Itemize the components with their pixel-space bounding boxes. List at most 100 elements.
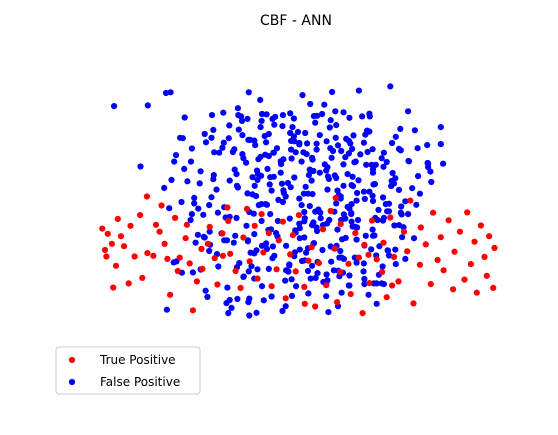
- false-positive-point-253: [319, 110, 326, 118]
- false-positive-point-172: [258, 283, 266, 290]
- true-positive-point-26: [176, 254, 183, 261]
- true-positive-point-50: [260, 249, 267, 256]
- false-positive-point-244: [196, 180, 203, 187]
- false-positive-point-19: [211, 149, 218, 156]
- true-positive-point-40: [225, 217, 232, 225]
- false-positive-point-367: [309, 222, 316, 229]
- true-positive-point-110: [483, 272, 490, 279]
- true-positive-point-114: [224, 204, 231, 211]
- true-positive-point-76: [359, 310, 366, 317]
- false-positive-point-260: [410, 235, 418, 242]
- false-positive-point-387: [363, 161, 370, 168]
- false-positive-point-53: [167, 89, 174, 96]
- false-positive-point-81: [258, 217, 265, 225]
- false-positive-point-258: [333, 200, 340, 207]
- true-positive-point-104: [464, 209, 471, 216]
- false-positive-point-277: [282, 193, 289, 200]
- false-positive-point-390: [251, 231, 258, 238]
- true-positive-point-119: [389, 282, 396, 289]
- false-positive-point-404: [395, 186, 403, 193]
- true-positive-point-24: [172, 214, 179, 221]
- true-positive-point-12: [131, 253, 138, 260]
- false-positive-point-180: [303, 151, 310, 158]
- false-positive-point-236: [395, 145, 403, 152]
- false-positive-point-393: [324, 277, 331, 284]
- false-positive-point-84: [305, 172, 312, 179]
- false-positive-point-196: [368, 246, 375, 253]
- false-positive-point-284: [307, 275, 314, 282]
- false-positive-point-425: [255, 202, 262, 209]
- false-positive-point-243: [286, 262, 293, 269]
- false-positive-point-415: [232, 232, 239, 239]
- false-positive-point-25: [325, 309, 332, 316]
- false-positive-point-79: [329, 88, 336, 96]
- false-positive-point-338: [390, 180, 398, 187]
- false-positive-point-174: [287, 110, 294, 117]
- false-positive-point-146: [280, 187, 287, 194]
- false-positive-point-304: [392, 133, 399, 140]
- false-positive-point-127: [191, 194, 198, 201]
- false-positive-point-9: [375, 206, 382, 213]
- false-positive-point-363: [286, 215, 293, 222]
- false-positive-point-27: [187, 158, 195, 165]
- false-positive-point-376: [395, 222, 403, 229]
- false-positive-point-285: [226, 177, 233, 184]
- legend-box: [55, 346, 201, 395]
- false-positive-point-372: [279, 198, 286, 206]
- false-positive-point-229: [332, 134, 339, 141]
- false-positive-point-318: [309, 191, 316, 198]
- false-positive-point-105: [179, 135, 186, 142]
- false-positive-point-83: [437, 124, 444, 131]
- false-positive-point-455: [285, 268, 292, 275]
- true-positive-point-60: [295, 212, 302, 219]
- false-positive-point-218: [206, 228, 213, 235]
- false-positive-point-399: [244, 190, 251, 197]
- false-positive-point-289: [238, 117, 246, 124]
- false-positive-point-308: [346, 282, 353, 289]
- false-positive-point-319: [244, 238, 251, 245]
- false-positive-point-76: [413, 201, 420, 208]
- false-positive-point-5: [111, 103, 118, 110]
- true-positive-point-14: [139, 274, 146, 281]
- false-positive-point-381: [267, 174, 274, 181]
- false-positive-point-418: [296, 195, 303, 202]
- false-positive-point-379: [317, 215, 324, 222]
- true-positive-point-96: [434, 256, 441, 264]
- false-positive-point-78: [299, 92, 306, 99]
- false-positive-point-219: [397, 209, 404, 216]
- true-positive-point-30: [189, 307, 196, 314]
- true-positive-point-92: [417, 224, 424, 231]
- true-positive-point-6: [112, 262, 120, 269]
- false-positive-point-29: [397, 125, 404, 132]
- false-positive-point-423: [268, 187, 275, 194]
- false-positive-point-449: [273, 145, 281, 152]
- true-positive-point-81: [379, 268, 386, 276]
- false-positive-point-49: [327, 117, 334, 124]
- false-positive-point-82: [279, 123, 286, 130]
- false-positive-point-332: [200, 211, 207, 218]
- false-positive-point-362: [402, 198, 409, 205]
- false-positive-point-328: [201, 234, 208, 241]
- false-positive-point-299: [384, 247, 391, 254]
- false-positive-point-280: [389, 139, 396, 147]
- true-positive-point-111: [486, 233, 493, 240]
- true-positive-point-99: [445, 217, 452, 224]
- true-positive-point-58: [289, 232, 296, 239]
- false-positive-point-250: [389, 169, 396, 177]
- false-positive-point-43: [220, 109, 227, 116]
- false-positive-point-246: [361, 275, 368, 282]
- false-positive-point-435: [338, 147, 345, 155]
- false-positive-point-189: [296, 246, 303, 253]
- false-positive-point-214: [355, 177, 362, 184]
- true-positive-point-82: [380, 239, 387, 246]
- false-positive-point-461: [263, 201, 271, 208]
- false-positive-point-382: [360, 188, 367, 195]
- true-positive-point-41: [227, 250, 234, 257]
- false-positive-point-120: [353, 259, 360, 266]
- true-positive-point-68: [327, 207, 334, 215]
- false-positive-point-446: [274, 217, 281, 225]
- false-positive-point-33: [191, 200, 198, 207]
- true-positive-point-57: [287, 251, 294, 258]
- false-positive-point-220: [326, 124, 333, 131]
- false-positive-point-300: [224, 284, 231, 291]
